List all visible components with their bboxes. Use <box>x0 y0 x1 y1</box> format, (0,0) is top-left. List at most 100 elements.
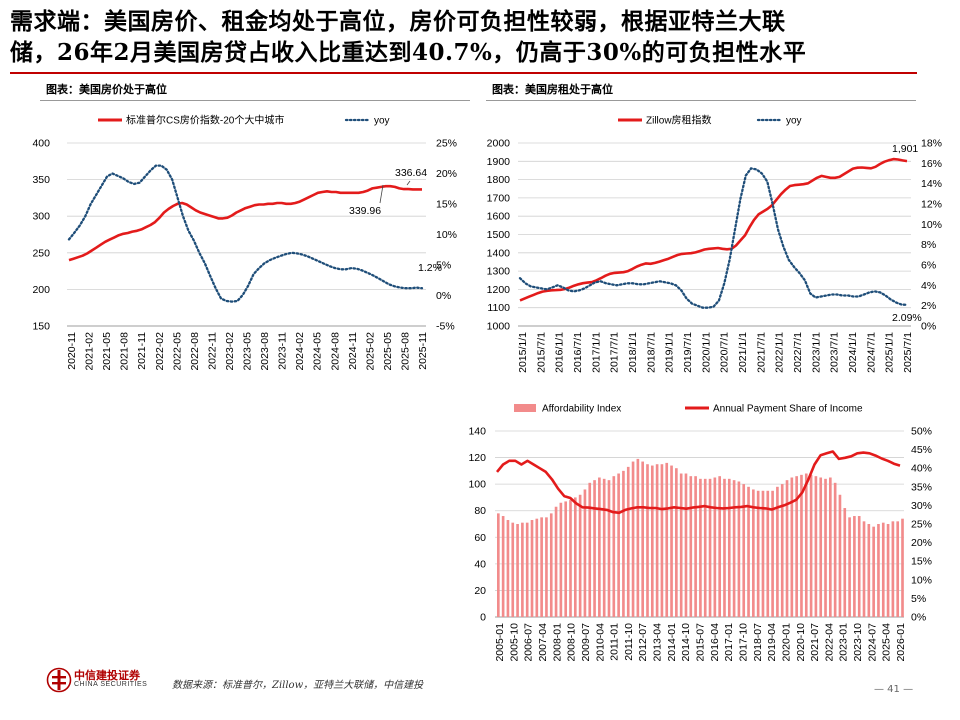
chart3-xtick-label: 2021-07 <box>809 623 821 662</box>
chart3-bar <box>800 474 803 617</box>
chart1-ytick-left: 300 <box>32 211 50 223</box>
chart1-ytick-right: 20% <box>436 168 457 180</box>
chart3-bar <box>675 468 678 617</box>
chart3-bar <box>554 506 558 617</box>
chart3-xtick-label: 2025-04 <box>881 623 893 662</box>
chart3-bar <box>723 478 726 617</box>
chart2-ytick-right: 16% <box>921 158 942 170</box>
chart3-bar <box>713 477 717 617</box>
chart3-bar <box>857 516 861 617</box>
chart1-ytick-right: 5% <box>436 260 451 272</box>
chart3-bar <box>776 486 779 617</box>
chart2-ytick-left: 1800 <box>487 174 511 186</box>
chart1-xtick-label: 2023-02 <box>224 332 236 371</box>
chart1-xtick-label: 2021-02 <box>84 332 96 371</box>
chart3-bar <box>742 484 746 617</box>
chart2-xtick-label: 2021/1/1 <box>737 332 749 373</box>
chart2-xtick-label: 2024/7/1 <box>865 332 877 373</box>
chart3-xtick-label: 2017-10 <box>737 623 749 662</box>
chart3-bar <box>872 526 875 617</box>
page-title: 需求端：美国房价、租金均处于高位，房价可负担性较弱，根据亚特兰大联 储，26年2… <box>10 6 950 68</box>
chart1-ytick-right: 25% <box>436 138 457 150</box>
chart3-ytick-right: 50% <box>911 426 932 438</box>
chart3-bar <box>824 478 827 617</box>
chart2-ytick-right: 6% <box>921 260 936 272</box>
chart2-xtick-label: 2022/1/1 <box>774 332 786 373</box>
chart2-ytick-left: 1100 <box>487 302 510 314</box>
logo-emblem-icon <box>46 667 72 693</box>
chart1-xtick-label: 2020-11 <box>66 332 78 370</box>
chart3-bar <box>761 490 765 617</box>
chart3-bar <box>598 477 601 617</box>
chart3-bar <box>516 524 519 617</box>
page-title-line1: 需求端：美国房价、租金均处于高位，房价可负担性较弱，根据亚特兰大联 <box>10 8 786 35</box>
chart1-xtick-label: 2024-05 <box>312 332 324 371</box>
chart2-series-line-1 <box>519 157 908 302</box>
chart3-bar <box>703 478 707 617</box>
chart1-xtick-label: 2024-11 <box>347 332 359 370</box>
chart3-xtick-label: 2011-10 <box>623 623 635 661</box>
chart3-xtick-label: 2019-04 <box>766 623 778 662</box>
chart2-ytick-right: 4% <box>921 280 936 292</box>
chart1-annotation-latest: 336.64 <box>395 167 427 179</box>
left-figure-title: 图表：美国房价处于高位 <box>46 83 167 96</box>
chart1-xtick-label: 2022-02 <box>154 332 166 371</box>
right-figure-rule <box>486 100 916 101</box>
chart3-bar <box>535 518 539 617</box>
chart3-bar <box>867 524 871 617</box>
chart2-xtick-label: 2022/7/1 <box>792 332 804 373</box>
chart3-xtick-label: 2023-10 <box>852 623 864 662</box>
chart3-xtick-label: 2024-07 <box>866 623 878 662</box>
chart3-ytick-left: 100 <box>468 479 486 491</box>
chart3-ytick-right: 0% <box>911 612 926 624</box>
logo-text-en: CHINA SECURITIES <box>74 681 148 688</box>
chart2-ytick-left: 1900 <box>487 156 511 168</box>
chart3-bar <box>612 476 616 617</box>
chart1-annotation-leader <box>379 184 384 204</box>
chart3-bar <box>853 516 856 617</box>
chart3-bar <box>814 476 818 617</box>
chart3-xtick-label: 2012-07 <box>637 623 649 662</box>
chart2-annotation-yoy: 2.09% <box>892 312 922 324</box>
chart2-legend-label: Zillow房租指数 <box>646 114 712 127</box>
chart3-ytick-right: 5% <box>911 593 926 605</box>
chart3-ytick-right: 20% <box>911 537 932 549</box>
chart3-xtick-label: 2014-10 <box>680 623 692 662</box>
chart2-xtick-label: 2017/7/1 <box>609 332 621 373</box>
chart3-bar <box>727 478 731 617</box>
chart3-bar <box>521 522 524 617</box>
right-figure-title: 图表：美国房租处于高位 <box>492 83 613 96</box>
chart2-xtick-label: 2017/1/1 <box>590 332 602 373</box>
chart2-xtick-label: 2020/7/1 <box>719 332 731 373</box>
chart2-ytick-left: 1700 <box>487 192 511 204</box>
chart3-bar <box>559 502 563 617</box>
chart3-bar <box>655 464 659 617</box>
chart3-bar <box>689 476 693 617</box>
chart1-xtick-label: 2022-08 <box>189 332 201 371</box>
chart3-bar <box>829 477 832 617</box>
chart3-bar <box>530 520 534 617</box>
chart1-ytick-right: 0% <box>436 290 451 302</box>
chart2-xtick-label: 2023/7/1 <box>829 332 841 373</box>
chart1-ytick-left: 200 <box>32 284 50 296</box>
chart3-legend-label: Affordability Index <box>542 404 621 415</box>
chart3-bar <box>646 464 649 617</box>
chart3-bar <box>766 490 770 617</box>
chart2-ytick-left: 1400 <box>487 247 511 259</box>
chart1-annotation-leader <box>406 180 411 186</box>
chart3-bar <box>631 461 635 617</box>
chart1-ytick-right: -5% <box>436 321 455 333</box>
chart3-ytick-right: 35% <box>911 481 932 493</box>
chart3-bar <box>540 517 543 617</box>
data-source-note: 数据来源：标准普尔，Zillow，亚特兰大联储，中信建投 <box>172 680 424 691</box>
chart3-ytick-right: 25% <box>911 519 932 531</box>
chart2-xtick-label: 2024/1/1 <box>847 332 859 373</box>
page-number: — 41 — <box>874 684 914 695</box>
chart2-xtick-label: 2025/1/1 <box>884 332 896 373</box>
chart3-bar <box>718 476 721 617</box>
chart1-legend-label: yoy <box>374 116 390 127</box>
chart3-bar <box>588 482 592 617</box>
chart3-bar <box>790 477 794 617</box>
chart2-ytick-right: 2% <box>921 300 936 312</box>
chart3-xtick-label: 2007-04 <box>537 623 549 662</box>
